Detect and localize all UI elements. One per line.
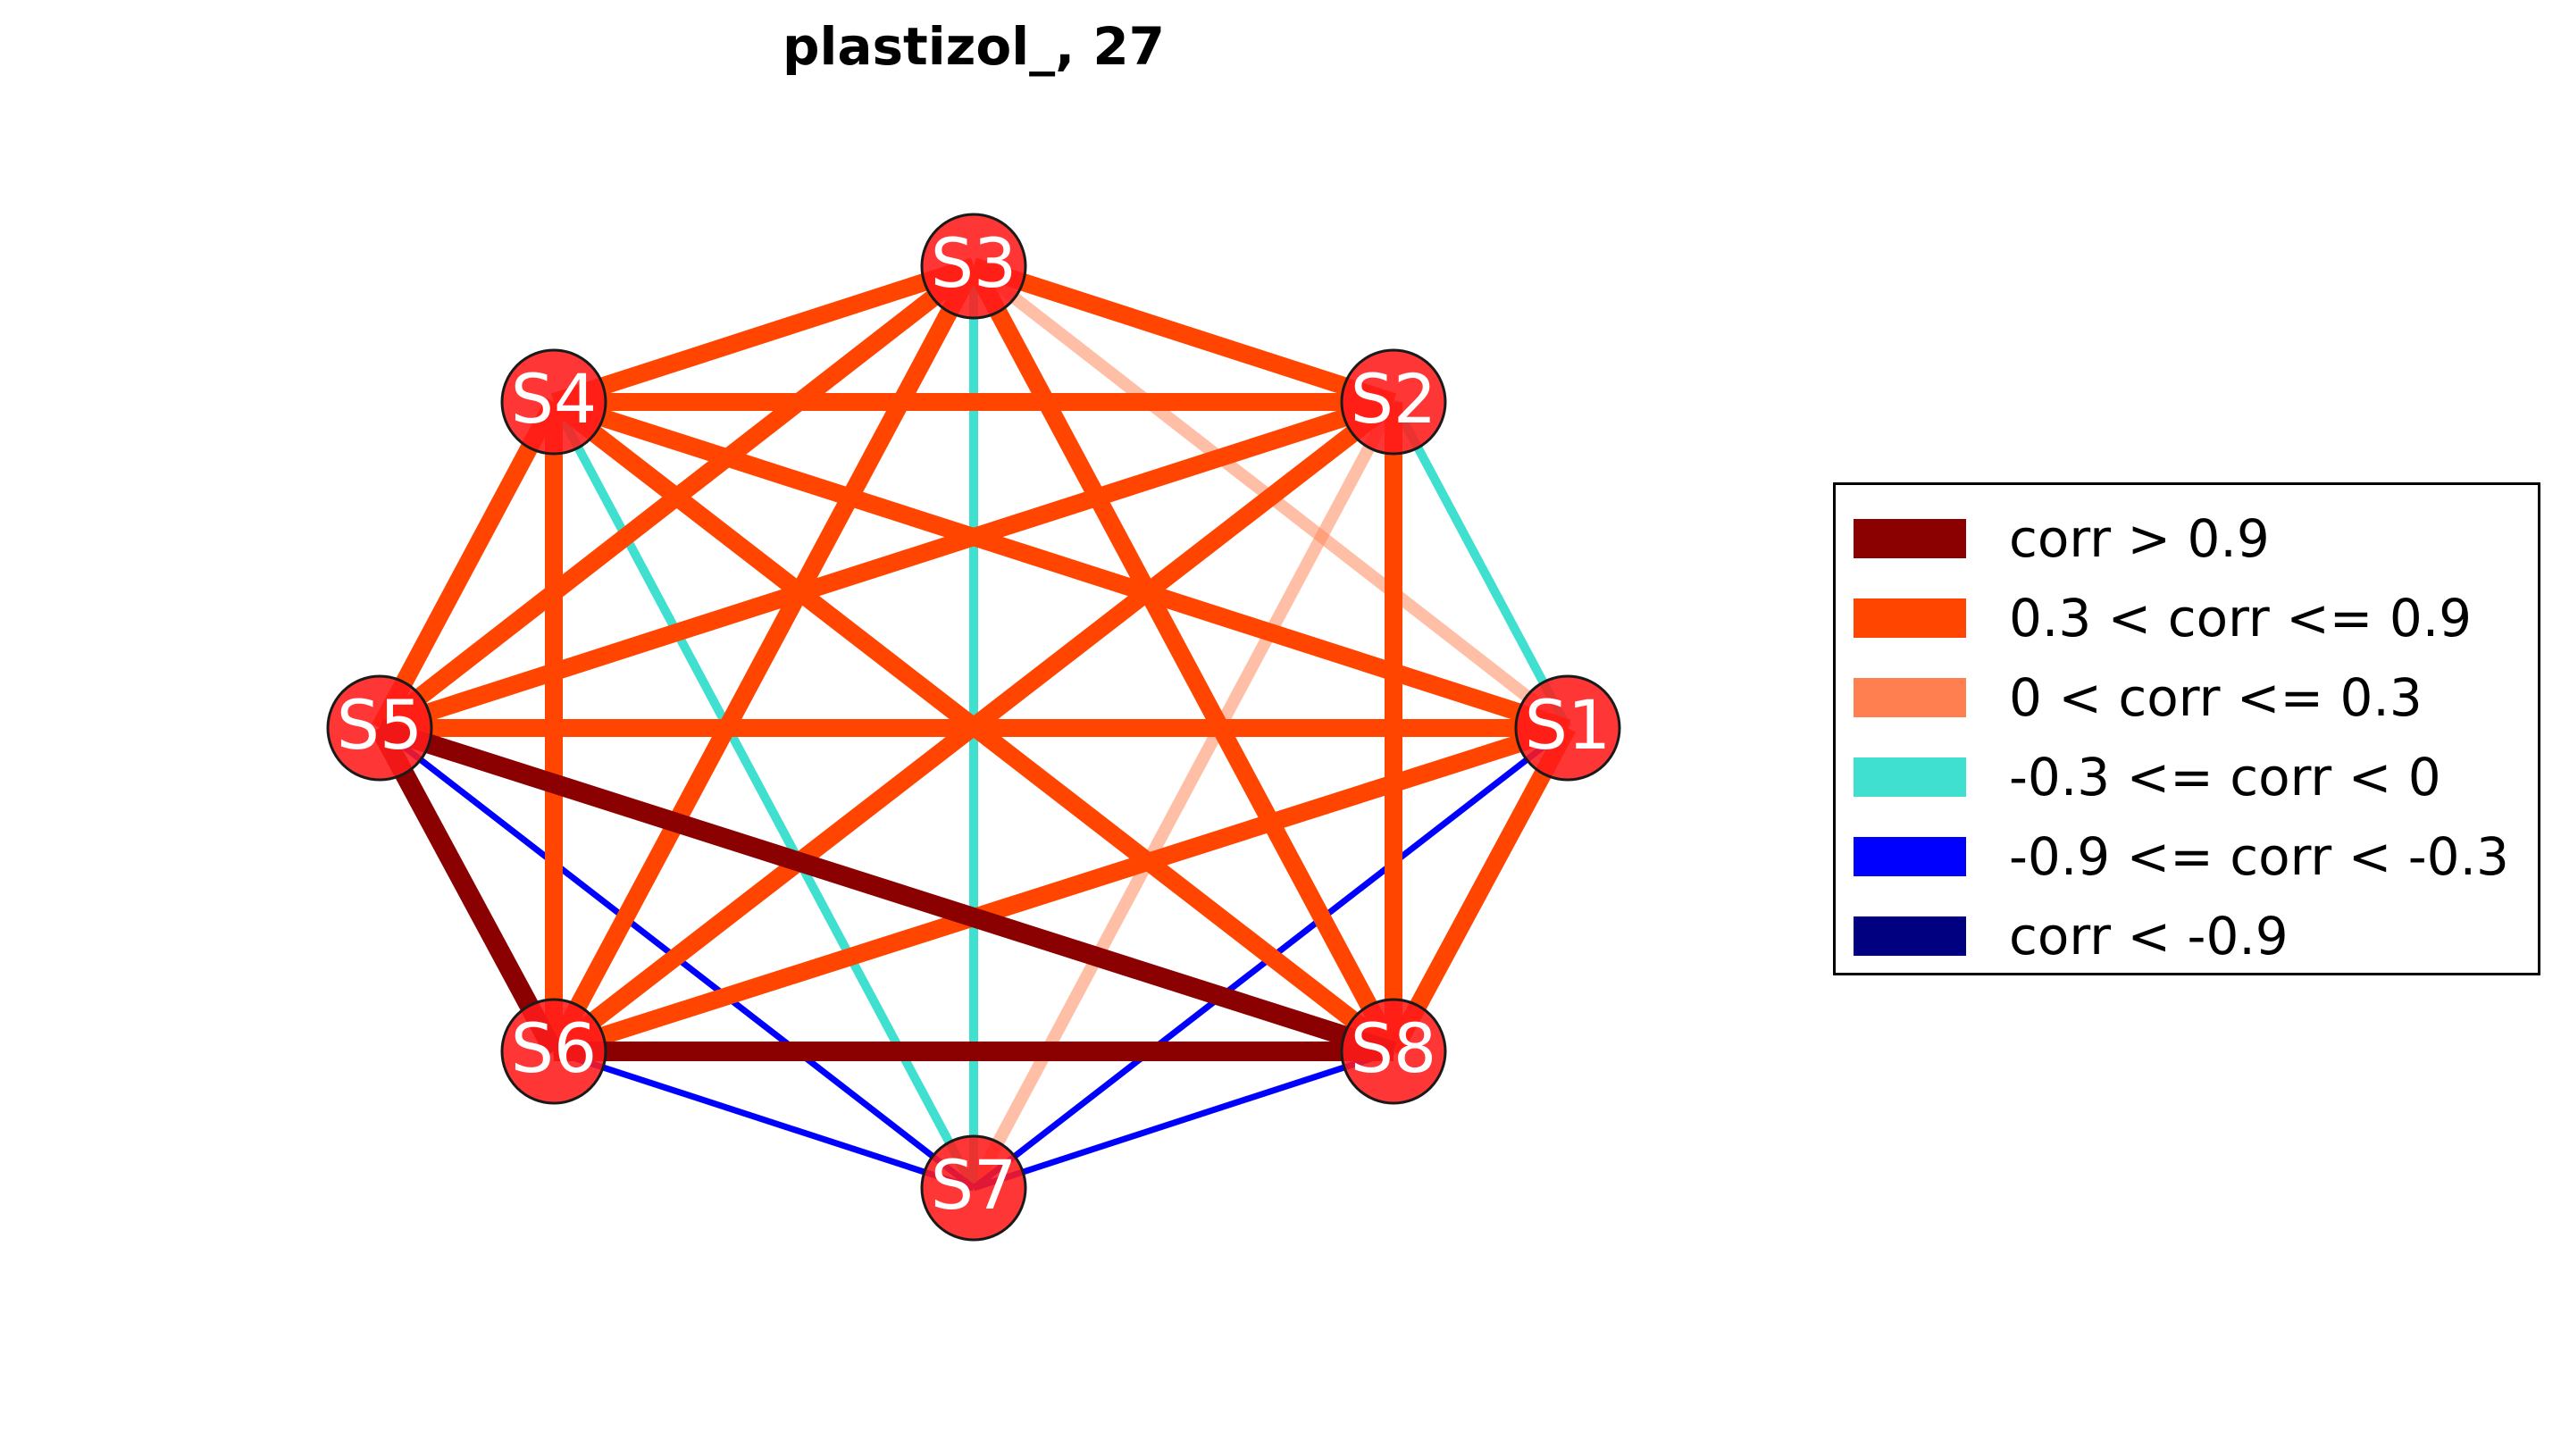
node-circle bbox=[500, 348, 607, 456]
legend-item: -0.3 <= corr < 0 bbox=[1854, 741, 2441, 813]
edge-s7-s8 bbox=[972, 1048, 1395, 1192]
node-label: S2 bbox=[1351, 359, 1437, 439]
legend-swatch bbox=[1854, 757, 1966, 797]
legend-swatch bbox=[1854, 916, 1966, 956]
edge-s3-s8 bbox=[966, 262, 1402, 1056]
edge-s2-s3 bbox=[970, 257, 1397, 411]
node-circle bbox=[1514, 674, 1621, 782]
node-circle bbox=[1340, 998, 1447, 1105]
node-s6: S6 bbox=[500, 998, 607, 1105]
node-circle bbox=[920, 213, 1027, 320]
node-circle bbox=[326, 674, 433, 782]
edge-s5-s6 bbox=[371, 723, 563, 1057]
node-s1: S1 bbox=[1514, 674, 1621, 782]
edge-s1-s2 bbox=[1389, 399, 1572, 731]
edge-s3-s4 bbox=[550, 257, 977, 411]
legend-label: 0.3 < corr <= 0.9 bbox=[2009, 588, 2473, 649]
legend-item: -0.9 <= corr < -0.3 bbox=[1854, 821, 2509, 892]
node-label: S5 bbox=[337, 685, 423, 765]
legend-swatch bbox=[1854, 678, 1966, 717]
edge-s6-s7 bbox=[552, 1048, 975, 1192]
legend-item: 0 < corr <= 0.3 bbox=[1854, 662, 2423, 733]
node-circle bbox=[500, 998, 607, 1105]
node-s5: S5 bbox=[326, 674, 433, 782]
edge-s3-s6 bbox=[546, 262, 982, 1056]
legend-label: -0.9 <= corr < -0.3 bbox=[2009, 826, 2509, 887]
legend: corr > 0.9 0.3 < corr <= 0.9 0 < corr <= 0… bbox=[1833, 482, 2540, 975]
legend-label: corr < -0.9 bbox=[2009, 906, 2289, 966]
legend-item: corr > 0.9 bbox=[1854, 503, 2270, 574]
legend-item: corr < -0.9 bbox=[1854, 900, 2289, 972]
legend-item: 0.3 < corr <= 0.9 bbox=[1854, 582, 2472, 654]
node-label: S4 bbox=[511, 359, 598, 439]
legend-label: -0.3 <= corr < 0 bbox=[2009, 747, 2441, 807]
node-s8: S8 bbox=[1340, 998, 1447, 1105]
legend-swatch bbox=[1854, 519, 1966, 558]
node-label: S6 bbox=[511, 1008, 598, 1088]
graph-title: plastizol_, 27 bbox=[782, 16, 1166, 77]
node-label: S7 bbox=[931, 1145, 1017, 1225]
edge-s4-s8 bbox=[548, 395, 1400, 1059]
node-circle bbox=[920, 1134, 1027, 1242]
node-label: S1 bbox=[1525, 685, 1611, 765]
node-label: S3 bbox=[931, 223, 1017, 303]
legend-label: corr > 0.9 bbox=[2009, 508, 2270, 569]
legend-swatch bbox=[1854, 837, 1966, 876]
node-circle bbox=[1340, 348, 1447, 456]
legend-label: 0 < corr <= 0.3 bbox=[2009, 667, 2423, 728]
edge-s5-s8 bbox=[376, 718, 1397, 1061]
node-s3: S3 bbox=[920, 213, 1027, 320]
node-label: S8 bbox=[1351, 1008, 1437, 1088]
node-s7: S7 bbox=[920, 1134, 1027, 1242]
edge-s1-s8 bbox=[1385, 724, 1576, 1056]
legend-swatch bbox=[1854, 598, 1966, 638]
correlation-graph: S1 S2 S3 S4 S5 S6 S7 S8 bbox=[326, 213, 1621, 1242]
edge-s4-s5 bbox=[372, 397, 562, 732]
node-s4: S4 bbox=[500, 348, 607, 456]
edges-layer bbox=[371, 257, 1576, 1192]
nodes-layer: S1 S2 S3 S4 S5 S6 S7 S8 bbox=[326, 213, 1621, 1242]
node-s2: S2 bbox=[1340, 348, 1447, 456]
